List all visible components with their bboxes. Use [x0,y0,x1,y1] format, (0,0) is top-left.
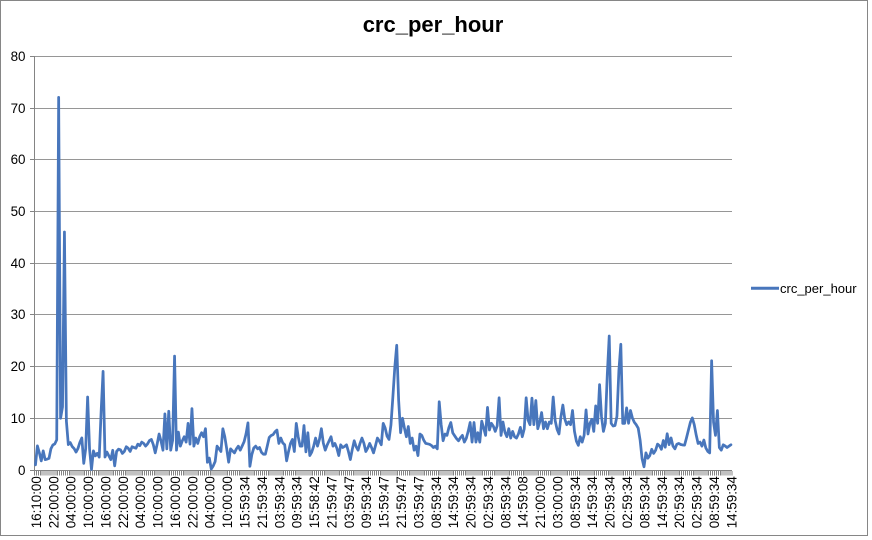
svg-text:08:59:34: 08:59:34 [707,476,722,529]
svg-text:03:59:47: 03:59:47 [342,476,357,528]
svg-text:crc_per_hour: crc_per_hour [780,281,857,296]
svg-text:15:58:42: 15:58:42 [307,476,322,528]
svg-text:08:59:34: 08:59:34 [498,476,513,529]
svg-text:60: 60 [11,152,26,167]
svg-text:10:00:00: 10:00:00 [220,476,235,528]
svg-text:04:00:00: 04:00:00 [203,476,218,528]
svg-text:22:00:00: 22:00:00 [46,476,61,528]
svg-text:16:00:00: 16:00:00 [168,476,183,528]
svg-text:14:59:08: 14:59:08 [516,476,531,528]
svg-text:10: 10 [11,411,26,426]
svg-text:09:59:34: 09:59:34 [290,476,305,529]
svg-text:80: 80 [11,49,26,64]
svg-text:15:59:34: 15:59:34 [238,476,253,529]
svg-text:30: 30 [11,307,26,322]
svg-text:04:00:00: 04:00:00 [64,476,79,528]
svg-text:16:00:00: 16:00:00 [98,476,113,528]
svg-text:14:59:34: 14:59:34 [655,476,670,529]
svg-text:03:59:47: 03:59:47 [411,476,426,528]
svg-text:40: 40 [11,256,26,271]
svg-text:14:59:34: 14:59:34 [446,476,461,529]
svg-text:16:10:00: 16:10:00 [29,476,44,528]
svg-text:08:59:34: 08:59:34 [637,476,652,529]
svg-text:20: 20 [11,359,26,374]
svg-text:21:59:34: 21:59:34 [255,476,270,529]
svg-text:10:00:00: 10:00:00 [151,476,166,528]
svg-text:02:59:34: 02:59:34 [690,476,705,529]
svg-text:20:59:34: 20:59:34 [672,476,687,529]
svg-text:14:59:34: 14:59:34 [585,476,600,529]
svg-text:04:00:00: 04:00:00 [133,476,148,528]
svg-text:03:59:34: 03:59:34 [272,476,287,529]
svg-text:20:59:34: 20:59:34 [464,476,479,529]
svg-text:crc_per_hour: crc_per_hour [363,12,504,37]
svg-text:09:59:34: 09:59:34 [359,476,374,529]
svg-text:22:00:00: 22:00:00 [185,476,200,528]
svg-text:10:00:00: 10:00:00 [81,476,96,528]
svg-text:02:59:34: 02:59:34 [481,476,496,529]
svg-text:70: 70 [11,101,26,116]
svg-text:21:00:00: 21:00:00 [533,476,548,528]
svg-text:50: 50 [11,204,26,219]
svg-text:21:59:47: 21:59:47 [324,476,339,528]
svg-text:22:00:00: 22:00:00 [116,476,131,528]
svg-text:0: 0 [18,463,25,478]
svg-text:08:59:34: 08:59:34 [429,476,444,529]
svg-text:14:59:34: 14:59:34 [724,476,739,529]
svg-text:03:00:00: 03:00:00 [550,476,565,528]
svg-text:08:59:34: 08:59:34 [568,476,583,529]
svg-text:21:59:47: 21:59:47 [394,476,409,528]
svg-text:20:59:34: 20:59:34 [603,476,618,529]
svg-text:02:59:34: 02:59:34 [620,476,635,529]
svg-text:15:59:47: 15:59:47 [377,476,392,528]
